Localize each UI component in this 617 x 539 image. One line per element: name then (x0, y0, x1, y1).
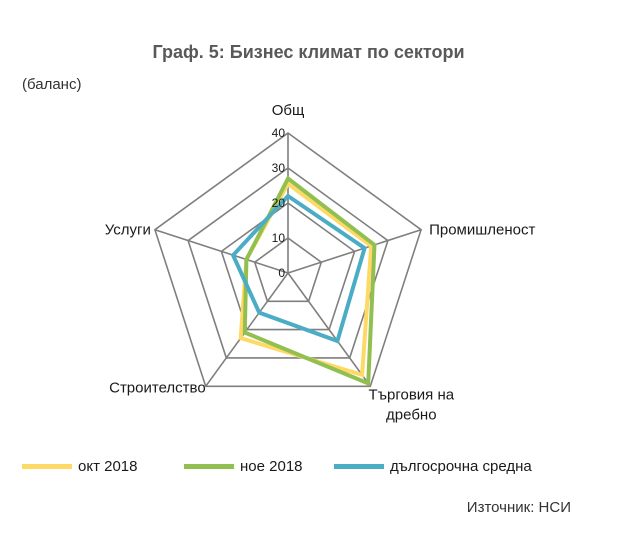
chart-title: Граф. 5: Бизнес климат по сектори (152, 42, 465, 62)
spoke-4 (154, 228, 289, 274)
tick-label-30: 30 (272, 161, 286, 175)
tick-label-20: 20 (272, 196, 286, 210)
legend-swatch-oct-2018 (22, 464, 72, 469)
grid-ring-40 (153, 132, 423, 388)
legend-swatch-nov-2018 (184, 464, 234, 469)
axis-label-3: Строителство (109, 379, 206, 396)
series-line-2 (230, 193, 367, 344)
legend-item-nov-2018: ное 2018 (184, 458, 303, 475)
axis-label-1: Промишленост (429, 222, 535, 239)
source-note: Източник: НСИ (466, 499, 571, 516)
axis-label-4: Услуги (105, 222, 151, 239)
legend-item-oct-2018: окт 2018 (22, 458, 137, 475)
tick-label-0: 0 (278, 266, 285, 280)
legend-label-long-term-average: дългосрочна средна (390, 458, 532, 475)
grid-ring-30 (187, 167, 389, 359)
legend-label-oct-2018: окт 2018 (78, 458, 138, 475)
grid-ring-20 (220, 202, 356, 331)
legend-item-long-term-average: дългосрочна средна (334, 458, 532, 475)
radar-grid (153, 132, 423, 388)
axis-label-0: Общ (272, 102, 305, 119)
legend: окт 2018 ное 2018 дългосрочна средна (22, 458, 602, 484)
tick-label-10: 10 (272, 231, 286, 245)
axis-label-2: Търговия на дребно (368, 386, 454, 423)
radar-axis-labels: Общ Промишленост Търговия на дребно Строител… (105, 102, 536, 423)
radar-series (230, 175, 377, 387)
legend-swatch-long-term-average (334, 464, 384, 469)
unit-label: (баланс) (22, 76, 82, 93)
spoke-2 (287, 272, 371, 387)
series-line-1 (242, 175, 377, 387)
radar-tick-labels: 0 10 20 30 40 (272, 126, 286, 280)
grid-ring-10 (253, 237, 323, 303)
tick-label-40: 40 (272, 126, 286, 140)
legend-label-nov-2018: ное 2018 (240, 458, 303, 475)
spoke-1 (287, 228, 422, 274)
